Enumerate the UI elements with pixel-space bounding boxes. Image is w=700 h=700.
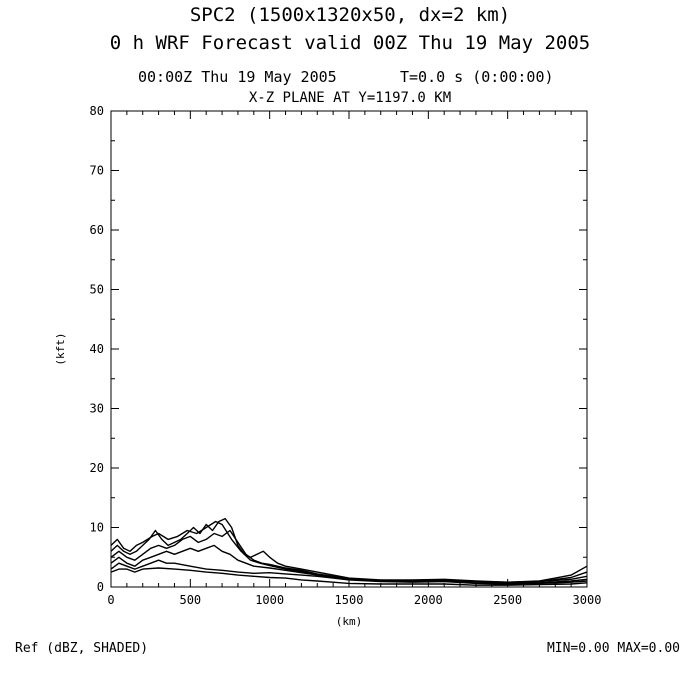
x-tick-label: 3000 — [573, 593, 602, 607]
model-time-label: T=0.0 s (0:00:00) — [400, 68, 554, 86]
series-line-1 — [110, 517, 588, 583]
y-axis-label: (kft) — [54, 332, 67, 365]
series-line-5 — [110, 567, 588, 586]
y-tick-label: 70 — [90, 164, 104, 178]
valid-time-label: 00:00Z Thu 19 May 2005 — [138, 68, 337, 86]
y-tick-label: 40 — [90, 342, 104, 356]
series-line-6 — [110, 520, 588, 583]
plot-frame — [110, 110, 588, 588]
y-tick-label: 10 — [90, 521, 104, 535]
x-tick-label: 500 — [179, 593, 201, 607]
chart-subtitle: 0 h WRF Forecast valid 00Z Thu 19 May 20… — [109, 32, 591, 54]
series-line-4 — [110, 559, 588, 585]
x-tick-label: 1000 — [255, 593, 284, 607]
y-tick-label: 50 — [90, 283, 104, 297]
plane-label: X-Z PLANE AT Y=1197.0 KM — [248, 90, 452, 106]
x-tick-label: 0 — [107, 593, 114, 607]
y-tick-label: 0 — [97, 580, 104, 594]
y-tick-label: 30 — [90, 402, 104, 416]
x-axis-label: (km) — [336, 615, 363, 628]
y-tick-label: 20 — [90, 461, 104, 475]
x-tick-label: 2500 — [493, 593, 522, 607]
chart-title: SPC2 (1500x1320x50, dx=2 km) — [189, 4, 511, 26]
min-max-label: MIN=0.00 MAX=0.00 — [546, 641, 680, 656]
y-tick-label: 80 — [90, 104, 104, 118]
y-tick-label: 60 — [90, 223, 104, 237]
x-tick-label: 1500 — [335, 593, 364, 607]
field-label: Ref (dBZ, SHADED) — [15, 641, 149, 656]
x-tick-label: 2000 — [414, 593, 443, 607]
